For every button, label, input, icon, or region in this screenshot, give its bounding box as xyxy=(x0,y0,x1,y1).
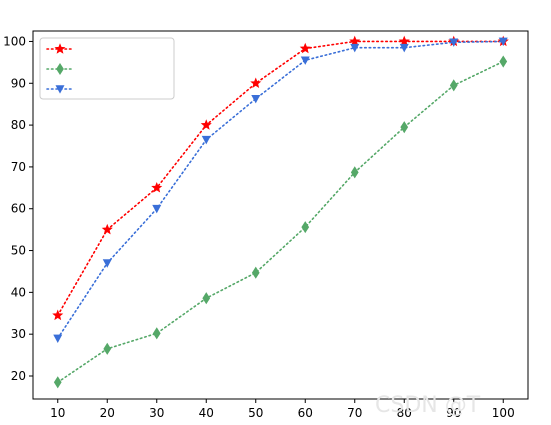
data-point xyxy=(103,342,112,355)
data-point xyxy=(101,223,113,235)
data-point xyxy=(300,56,310,65)
watermark: CSDN @T xyxy=(375,393,481,418)
y-tick-label: 30 xyxy=(11,327,26,341)
data-point xyxy=(151,182,163,193)
data-point xyxy=(53,334,63,344)
data-point xyxy=(399,43,409,53)
x-tick-label: 30 xyxy=(149,406,164,420)
y-tick-label: 100 xyxy=(3,34,26,48)
data-point xyxy=(449,38,459,47)
data-point xyxy=(499,55,508,68)
x-tick-label: 80 xyxy=(397,406,412,420)
x-tick-label: 50 xyxy=(248,406,263,420)
data-point xyxy=(102,259,112,268)
y-tick-label: 50 xyxy=(11,244,26,258)
legend xyxy=(39,37,175,100)
data-point xyxy=(349,35,361,47)
legend-entry xyxy=(46,43,74,54)
legend-entry xyxy=(46,62,74,76)
data-point xyxy=(299,42,311,54)
x-tick-label: 10 xyxy=(50,406,65,420)
y-tick-label: 90 xyxy=(11,76,26,90)
plot-frame xyxy=(32,30,529,400)
x-tick-label: 20 xyxy=(100,406,115,420)
data-point xyxy=(398,35,410,47)
y-tick-label: 80 xyxy=(11,118,26,132)
series-line xyxy=(56,40,505,317)
legend-marker xyxy=(54,43,66,54)
series-group xyxy=(52,35,509,389)
data-point xyxy=(449,79,458,92)
data-point xyxy=(152,327,161,340)
data-point xyxy=(201,135,211,145)
data-point xyxy=(350,166,359,179)
data-point xyxy=(53,376,62,389)
data-point xyxy=(301,221,310,234)
x-tick-label: 70 xyxy=(347,406,362,420)
data-point xyxy=(251,94,261,104)
axes: 10 20 30 40 50 60 70 80 90 100 20 30 40 50 60 70 80 90 100 xyxy=(3,30,529,420)
x-tick-label: 100 xyxy=(492,406,515,420)
data-point xyxy=(400,121,409,134)
y-tick-label: 20 xyxy=(11,369,26,383)
y-tick-label: 40 xyxy=(11,285,26,299)
y-tick-label: 60 xyxy=(11,202,26,216)
series-line xyxy=(56,40,505,340)
series-2 xyxy=(53,55,508,389)
x-tick-label: 90 xyxy=(446,406,461,420)
data-point xyxy=(498,37,508,47)
legend-marker xyxy=(56,62,64,76)
legend-entry xyxy=(46,85,74,94)
series-3 xyxy=(53,37,508,344)
series-line xyxy=(56,60,505,384)
data-point xyxy=(350,43,360,53)
x-tick-label: 40 xyxy=(199,406,214,420)
x-tick-label: 60 xyxy=(298,406,313,420)
data-point xyxy=(202,292,211,305)
data-point xyxy=(250,77,262,88)
legend-box xyxy=(39,37,175,100)
data-point xyxy=(251,266,260,279)
data-point xyxy=(52,309,64,321)
legend-marker xyxy=(55,85,65,94)
data-point xyxy=(152,204,162,214)
y-tick-label: 70 xyxy=(11,160,26,174)
data-point xyxy=(200,119,212,130)
